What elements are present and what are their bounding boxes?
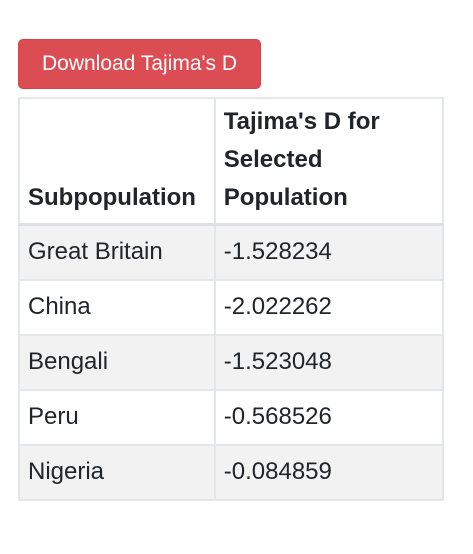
tajimas-d-cell: -0.084859: [213, 443, 445, 501]
tajimas-d-cell: -0.568526: [213, 388, 445, 446]
table-row: China -2.022262: [18, 278, 445, 336]
subpopulation-cell: Peru: [18, 388, 216, 446]
tajimas-d-cell: -1.523048: [213, 333, 445, 391]
tajimas-d-cell: -2.022262: [213, 278, 445, 336]
table-header-row: Subpopulation Tajima's D for Selected Po…: [18, 97, 445, 226]
table-row: Bengali -1.523048: [18, 333, 445, 391]
table-row: Great Britain -1.528234: [18, 223, 445, 281]
subpopulation-cell: China: [18, 278, 216, 336]
download-tajimas-d-button[interactable]: Download Tajima's D: [18, 39, 261, 89]
table-row: Nigeria -0.084859: [18, 443, 445, 501]
column-header-tajimas-d: Tajima's D for Selected Population: [213, 97, 445, 226]
tajimas-d-table: Subpopulation Tajima's D for Selected Po…: [18, 97, 445, 501]
column-header-subpopulation: Subpopulation: [18, 97, 216, 226]
subpopulation-cell: Nigeria: [18, 443, 216, 501]
subpopulation-cell: Bengali: [18, 333, 216, 391]
content-area: Download Tajima's D Subpopulation Tajima…: [18, 39, 445, 501]
tajimas-d-cell: -1.528234: [213, 223, 445, 281]
subpopulation-cell: Great Britain: [18, 223, 216, 281]
table-row: Peru -0.568526: [18, 388, 445, 446]
